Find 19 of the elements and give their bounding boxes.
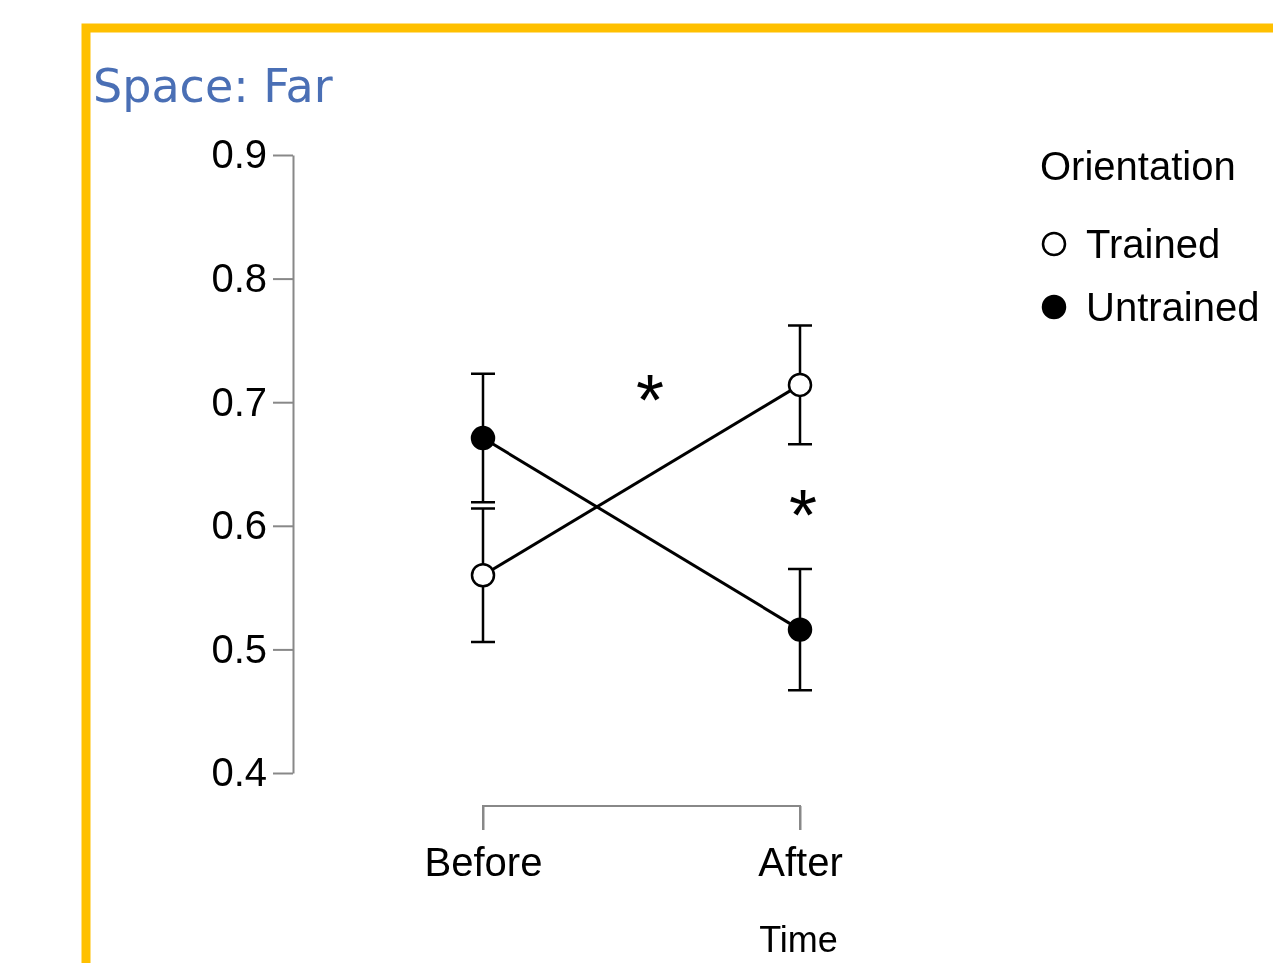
point <box>470 563 496 588</box>
point <box>787 372 813 398</box>
legend-title: Orientation <box>1040 144 1236 188</box>
legend-label: Trained <box>1086 222 1221 266</box>
y-tick-label: 0.8 <box>211 255 267 300</box>
y-tick-label: 0.5 <box>211 626 267 671</box>
point <box>787 617 813 642</box>
y-tick-label: 0.4 <box>211 750 267 795</box>
chart-title: Space: Far <box>93 59 333 113</box>
y-tick-label: 0.9 <box>211 132 267 177</box>
x-axis-title: Time <box>759 919 838 960</box>
point <box>470 425 496 451</box>
annotation: * <box>635 360 665 440</box>
y-tick-label: 0.6 <box>211 503 267 548</box>
legend-label: Untrained <box>1086 285 1260 329</box>
y-tick-label: 0.7 <box>211 379 267 424</box>
annotation: * <box>788 475 818 555</box>
x-tick-label: After <box>758 840 843 885</box>
x-tick-label: Before <box>424 840 543 885</box>
